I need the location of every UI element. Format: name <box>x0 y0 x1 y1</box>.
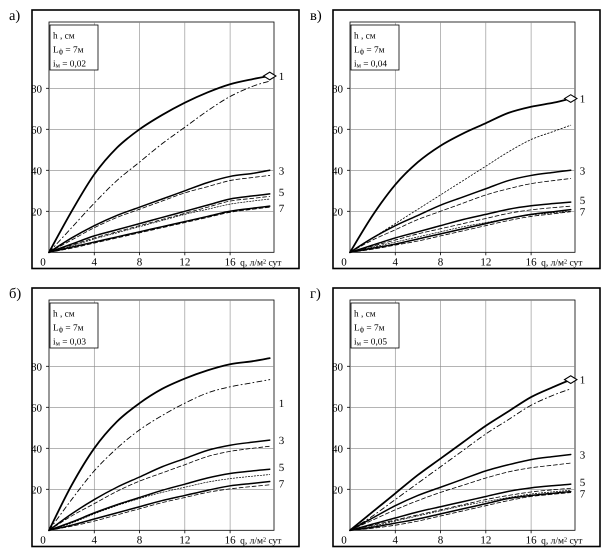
svg-text:12: 12 <box>179 534 190 546</box>
svg-text:8: 8 <box>438 256 444 268</box>
svg-text:3: 3 <box>580 449 586 461</box>
svg-text:q, л/м2 сут: q, л/м2 сут <box>541 536 583 546</box>
svg-text:60: 60 <box>332 402 344 414</box>
svg-text:Lф = 7м: Lф = 7м <box>53 323 84 333</box>
svg-text:5: 5 <box>580 195 586 207</box>
svg-text:б): б) <box>9 286 21 302</box>
svg-text:20: 20 <box>332 484 344 496</box>
svg-text:8: 8 <box>137 534 143 546</box>
svg-text:7: 7 <box>580 207 586 219</box>
svg-text:8: 8 <box>438 534 444 546</box>
svg-text:60: 60 <box>31 402 43 414</box>
svg-text:4: 4 <box>92 534 98 546</box>
svg-text:в): в) <box>310 8 322 24</box>
svg-text:80: 80 <box>31 361 43 373</box>
svg-text:q, л/м2 сут: q, л/м2 сут <box>240 536 282 546</box>
svg-text:12: 12 <box>179 256 190 268</box>
svg-text:7: 7 <box>580 488 586 500</box>
svg-text:h , см: h , см <box>53 309 75 319</box>
svg-text:h , см: h , см <box>354 32 376 42</box>
svg-text:0: 0 <box>341 534 347 546</box>
svg-text:7: 7 <box>279 478 285 490</box>
svg-text:12: 12 <box>480 534 491 546</box>
svg-text:0: 0 <box>40 256 46 268</box>
svg-text:40: 40 <box>31 443 43 455</box>
svg-text:16: 16 <box>225 256 237 268</box>
svg-text:1: 1 <box>580 94 586 106</box>
svg-text:3: 3 <box>279 435 285 447</box>
svg-text:60: 60 <box>31 124 43 136</box>
svg-text:80: 80 <box>332 361 344 373</box>
svg-text:0: 0 <box>341 256 347 268</box>
svg-text:1: 1 <box>279 398 285 410</box>
svg-text:16: 16 <box>526 256 538 268</box>
svg-text:5: 5 <box>279 462 285 474</box>
svg-text:h , см: h , см <box>354 309 376 319</box>
svg-text:Lф = 7м: Lф = 7м <box>354 323 385 333</box>
svg-text:40: 40 <box>31 165 43 177</box>
svg-text:г): г) <box>310 286 321 302</box>
svg-text:Lф = 7м: Lф = 7м <box>53 46 84 56</box>
svg-text:80: 80 <box>332 83 344 95</box>
svg-text:16: 16 <box>526 534 538 546</box>
svg-text:60: 60 <box>332 124 344 136</box>
svg-text:20: 20 <box>332 206 344 218</box>
svg-text:4: 4 <box>393 256 399 268</box>
svg-text:4: 4 <box>393 534 399 546</box>
svg-text:5: 5 <box>279 187 285 199</box>
svg-text:12: 12 <box>480 256 491 268</box>
svg-text:7: 7 <box>279 203 285 215</box>
svg-text:16: 16 <box>225 534 237 546</box>
svg-text:40: 40 <box>332 443 344 455</box>
svg-text:Lф = 7м: Lф = 7м <box>354 46 385 56</box>
svg-text:3: 3 <box>580 165 586 177</box>
svg-text:1: 1 <box>279 71 285 83</box>
svg-text:20: 20 <box>31 206 43 218</box>
svg-text:q, л/м2 сут: q, л/м2 сут <box>240 258 282 268</box>
svg-text:1: 1 <box>580 374 586 386</box>
svg-text:4: 4 <box>92 256 98 268</box>
svg-text:3: 3 <box>279 165 285 177</box>
svg-text:5: 5 <box>580 477 586 489</box>
svg-text:20: 20 <box>31 484 43 496</box>
svg-text:8: 8 <box>137 256 143 268</box>
svg-text:0: 0 <box>40 534 46 546</box>
svg-text:a): a) <box>9 8 20 24</box>
svg-text:40: 40 <box>332 165 344 177</box>
svg-text:q, л/м2 сут: q, л/м2 сут <box>541 258 583 268</box>
svg-text:80: 80 <box>31 83 43 95</box>
svg-text:h , см: h , см <box>53 32 75 42</box>
